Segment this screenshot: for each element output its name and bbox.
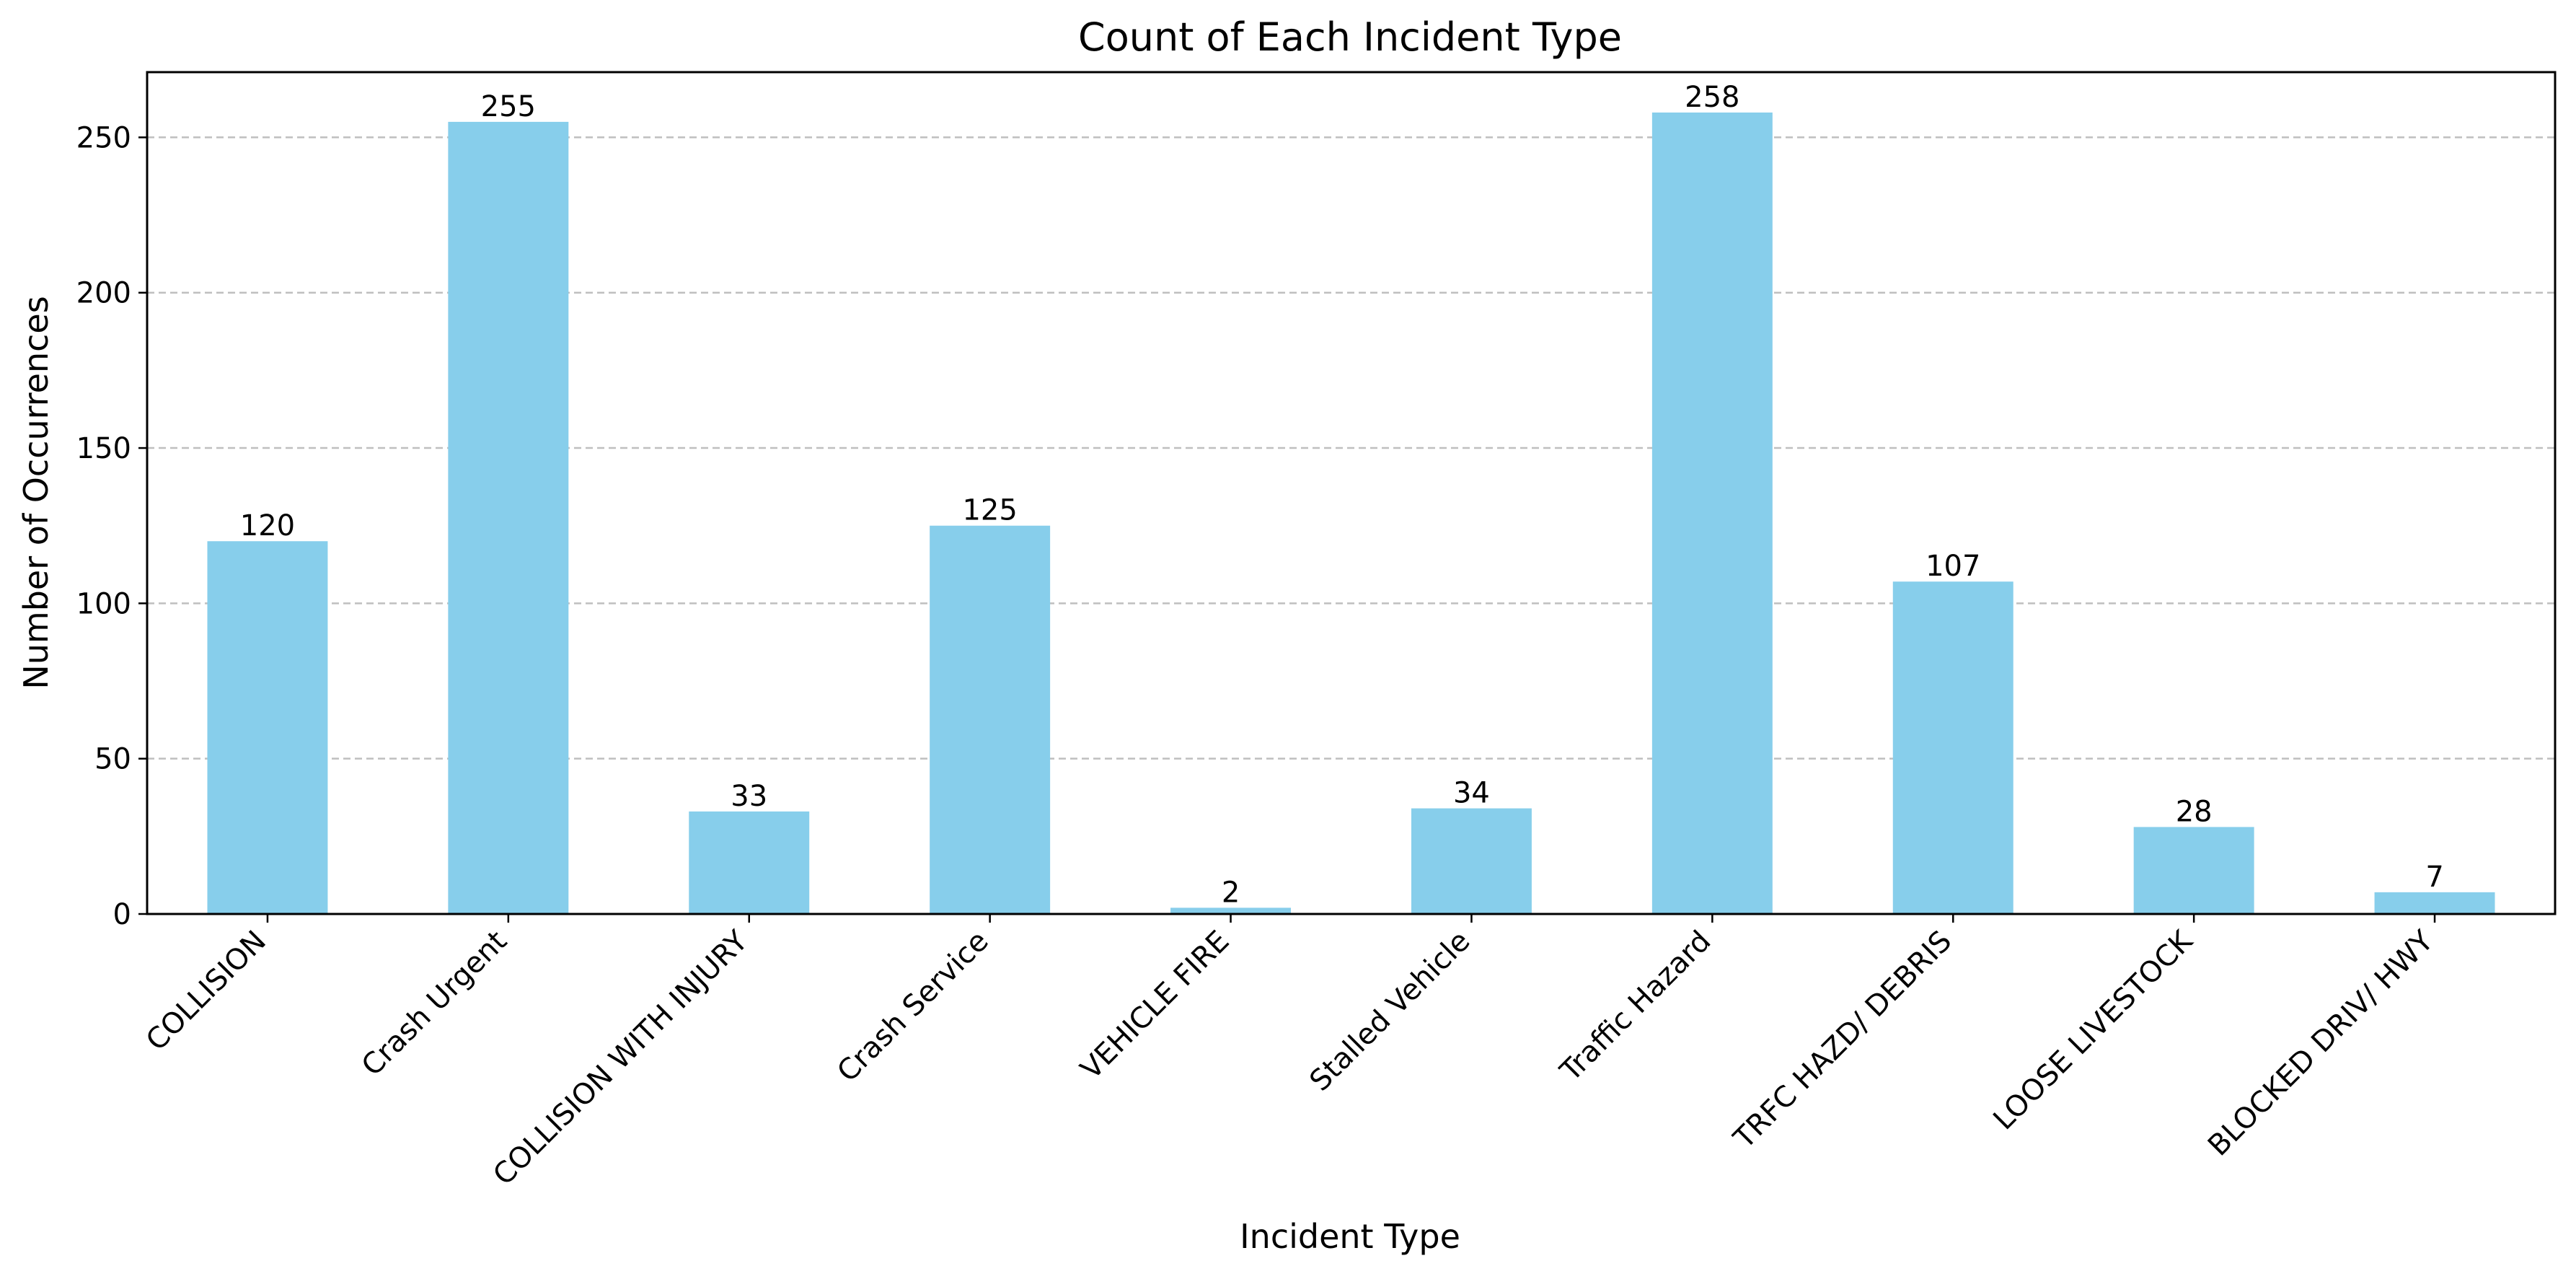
- y-tick-label: 100: [76, 587, 131, 620]
- y-tick-label: 150: [76, 432, 131, 465]
- bar: [1651, 112, 1773, 914]
- bar-value-label: 7: [2425, 861, 2443, 894]
- bar: [689, 811, 810, 914]
- bar-value-label: 125: [962, 494, 1017, 527]
- y-gridlines: [147, 136, 2555, 760]
- x-axis-label: Incident Type: [1240, 1217, 1460, 1256]
- bar-value-label: 34: [1453, 777, 1490, 810]
- plot-frame: [146, 71, 2557, 915]
- bar: [1411, 808, 1532, 914]
- bar: [207, 541, 328, 914]
- y-axis-ticks: 0 50 100 150 200 250: [76, 121, 147, 931]
- bar: [1892, 581, 2013, 914]
- bar-value-label: 258: [1685, 81, 1739, 114]
- bar: [2133, 827, 2254, 914]
- bar-value-label: 255: [481, 90, 536, 123]
- chart-title: Count of Each Incident Type: [1078, 14, 1622, 60]
- bar-value-label: 33: [731, 780, 767, 813]
- y-tick-label: 0: [113, 898, 131, 931]
- y-axis-label: Number of Occurrences: [17, 296, 56, 689]
- y-tick-label: 200: [76, 277, 131, 310]
- bar-value-label: 107: [1926, 550, 1980, 583]
- bar-value-label: 28: [2176, 795, 2213, 828]
- bar: [930, 525, 1051, 914]
- bar-value-label: 2: [1222, 876, 1240, 909]
- bar: [448, 121, 569, 914]
- y-tick-label: 250: [76, 121, 131, 154]
- bars: [207, 112, 2495, 914]
- bar-value-label: 120: [240, 509, 295, 542]
- bar-value-labels: 120 255 33 125 2 34 258 107 28 7: [240, 81, 2444, 909]
- y-tick-label: 50: [94, 743, 131, 776]
- bar: [2374, 892, 2495, 914]
- bar: [1170, 907, 1292, 914]
